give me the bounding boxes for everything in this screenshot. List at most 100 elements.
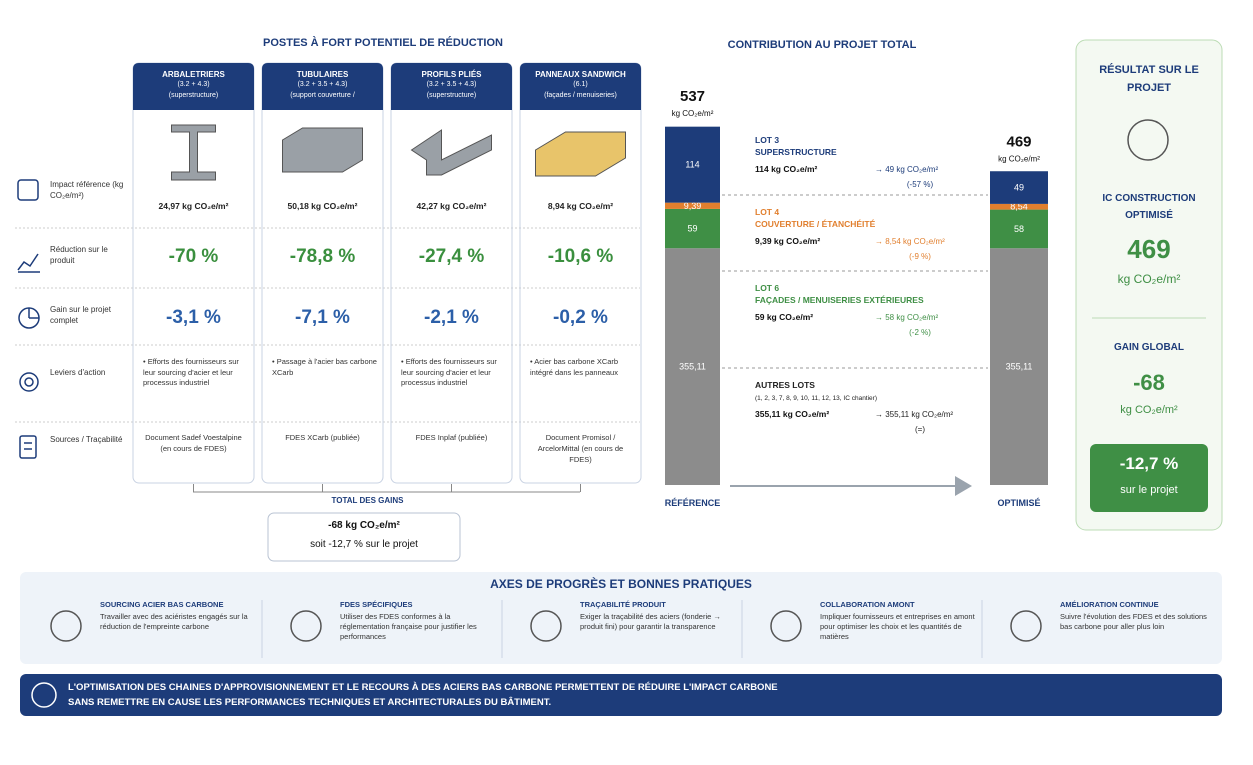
column-card [519, 62, 642, 484]
practice-text: Utiliser des FDES conformes à la régleme… [340, 612, 477, 642]
practice-title: AMÉLIORATION CONTINUE [1060, 600, 1159, 609]
segment-label: 58 [1014, 224, 1024, 234]
chart-title: CONTRIBUTION AU PROJET TOTAL [728, 39, 917, 51]
bar-unit: kg CO₂e/m² [672, 109, 714, 118]
annotation-optimized: → 49 kg CO₂e/m² [875, 165, 938, 174]
bar-total: 537 [680, 88, 705, 105]
row-label: Leviers d'action [50, 368, 106, 377]
share-box [1090, 444, 1208, 512]
impact: 24,97 kg CO₂e/m² [158, 201, 229, 211]
practice-title: SOURCING ACIER BAS CARBONE [100, 600, 224, 609]
column-scope: (support couverture / [290, 92, 355, 99]
banner-line: SANS REMETTRE EN CAUSE LES PERFORMANCES … [68, 697, 552, 708]
annotation-heading: AUTRES LOTS [755, 380, 815, 390]
progress-arrowhead [955, 476, 972, 496]
bar-segment [665, 126, 720, 203]
practice-text: Suivre l'évolution des FDES et des solut… [1060, 612, 1207, 632]
bar-segment [665, 208, 720, 249]
product-image [171, 124, 216, 181]
reduction: -70 % [168, 246, 219, 267]
gain: -7,1 % [295, 307, 350, 328]
total-value: -68 kg CO₂e/m² [328, 520, 400, 531]
practice-text: Travailler avec des aciéristes engagés s… [100, 612, 248, 632]
gain: -0,2 % [553, 307, 608, 328]
ic-label: IC CONSTRUCTION OPTIMISÉ [1102, 193, 1196, 221]
bar-segment [665, 248, 720, 485]
practice-title: COLLABORATION AMONT [820, 600, 915, 609]
reduction: -27,4 % [418, 246, 485, 267]
column-card [390, 62, 513, 484]
annotation-subtitle: COUVERTURE / ÉTANCHÉITÉ [755, 219, 876, 229]
gain-unit: kg CO₂e/m² [1120, 404, 1178, 416]
column-card [261, 62, 384, 484]
practice-icon [770, 610, 802, 642]
gain: -2,1 % [424, 307, 479, 328]
practices-panel [20, 572, 1222, 664]
bar-segment [990, 203, 1048, 210]
annotation-optimized: → 8,54 kg CO₂e/m² [875, 237, 945, 246]
column-name: PANNEAUX SANDWICH [535, 70, 626, 79]
annotation-optimized: → 355,11 kg CO₂e/m² [875, 410, 953, 419]
column-name: ARBALETRIERS [162, 70, 225, 79]
annotation-subtitle: SUPERSTRUCTURE [755, 147, 837, 157]
bar-total: 469 [1006, 133, 1031, 150]
annotation-change: (=) [915, 425, 925, 434]
practice-title: FDES SPÉCIFIQUES [340, 600, 413, 609]
reduction: -78,8 % [289, 246, 356, 267]
result-title: RÉSULTAT SUR LE PROJET [1099, 64, 1199, 94]
source: FDES XCarb (publiée) [285, 433, 360, 442]
banner [20, 674, 1222, 716]
annotation-optimized: → 58 kg CO₂e/m² [875, 313, 938, 322]
practice-icon [290, 610, 322, 642]
row-icons [17, 179, 40, 459]
row-label: Sources / Traçabilité [50, 435, 123, 444]
column-name: TUBULAIRES [296, 70, 349, 79]
share-note: sur le projet [1120, 484, 1178, 496]
bar-segment [990, 248, 1048, 485]
annotation-reference: 355,11 kg CO₂e/m² [755, 409, 829, 419]
practice-icon [50, 610, 82, 642]
source: Document Sadef Voestalpine (en cours de … [145, 433, 242, 453]
column-codes: (3.2 + 4.3) [177, 81, 210, 88]
levers: • Passage à l'acier bas carbone XCarb [272, 357, 377, 377]
bar-segment [665, 202, 720, 209]
result-panel [1075, 39, 1223, 531]
reduction: -10,6 % [547, 246, 614, 267]
annotation-subtitle: (1, 2, 3, 7, 8, 9, 10, 11, 12, 13, IC ch… [755, 395, 877, 402]
column-scope: (superstructure) [426, 92, 477, 99]
column-header [520, 63, 641, 110]
segment-label: 8,54 [1010, 202, 1028, 212]
category-label: RÉFÉRENCE [665, 498, 721, 508]
annotation-heading: LOT 6 [755, 283, 779, 293]
globe-icon [1127, 119, 1169, 161]
bar-unit: kg CO₂e/m² [998, 154, 1040, 163]
annotation-change: (-9 %) [909, 252, 931, 261]
column-codes: (3.2 + 3.5 + 4.3) [426, 81, 477, 88]
column-codes: (3.2 + 3.5 + 4.3) [297, 81, 348, 88]
impact: 50,18 kg CO₂e/m² [287, 201, 358, 211]
row-label: Gain sur le projet complet [50, 305, 111, 325]
source: Document Promisol / ArcelorMittal (en co… [537, 433, 624, 464]
row-label: Impact référence (kg CO₂e/m²) [50, 180, 124, 200]
column-header [133, 63, 254, 110]
product-image [535, 131, 626, 177]
annotation-heading: LOT 4 [755, 207, 779, 217]
segment-label: 355,11 [1006, 362, 1033, 372]
gain-value: -68 [1133, 370, 1165, 395]
leaf-icon [31, 682, 57, 708]
segment-label: 114 [685, 160, 699, 170]
total-box [267, 512, 461, 562]
source: FDES Inplaf (publiée) [415, 433, 488, 442]
product-image [282, 127, 363, 173]
banner-line: L'OPTIMISATION DES CHAINES D'APPROVISION… [68, 682, 778, 693]
share-value: -12,7 % [1119, 454, 1179, 473]
practice-text: Impliquer fournisseurs et entreprises en… [820, 612, 975, 642]
total-label: TOTAL DES GAINS [310, 496, 425, 505]
column-header [391, 63, 512, 110]
impact: 42,27 kg CO₂e/m² [416, 201, 487, 211]
annotation-heading: LOT 3 [755, 135, 779, 145]
column-scope: (superstructure) [168, 92, 219, 99]
column-name: PROFILS PLIÉS [421, 70, 482, 79]
